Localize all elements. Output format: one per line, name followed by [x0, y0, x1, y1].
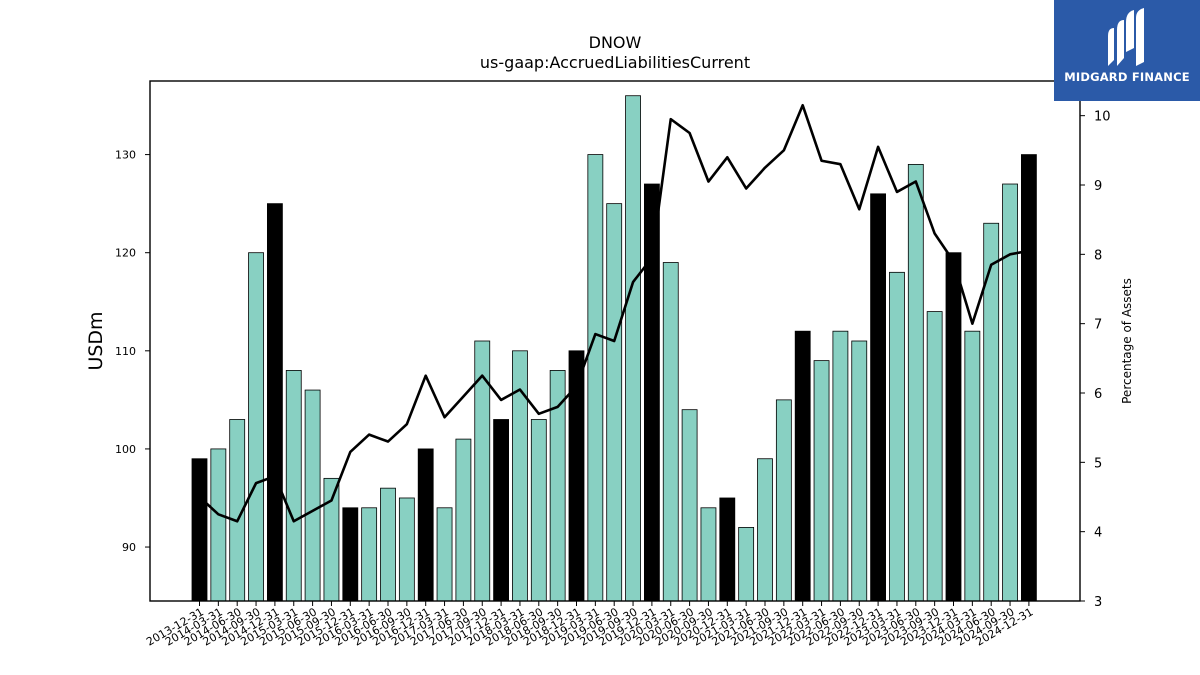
bar-2016-12-31 — [417, 448, 434, 602]
y2-tick-label-9: 9 — [1094, 179, 1102, 194]
bar-2023-06-30 — [907, 163, 924, 602]
bar-2017-06-30 — [455, 438, 472, 602]
bar-2020-03-31 — [662, 262, 679, 602]
bar-2021-03-31 — [738, 527, 755, 602]
bar-2015-03-31 — [285, 370, 302, 602]
bar-2024-03-31 — [964, 330, 981, 602]
bar-2022-12-31 — [870, 193, 886, 602]
bar-2019-06-30 — [606, 203, 623, 602]
bar-2017-03-31 — [436, 507, 453, 602]
bar-2021-09-30 — [775, 399, 792, 602]
bar-2024-12-31 — [1021, 154, 1037, 602]
plot-frame — [149, 80, 1081, 602]
line-series-percentage — [198, 103, 1030, 523]
bar-2020-12-31 — [719, 497, 736, 602]
bar-2013-12-31 — [191, 458, 208, 602]
y2-tick-label-5: 5 — [1094, 456, 1102, 471]
bar-2015-12-31 — [342, 507, 359, 602]
y-axis-label: USDm — [85, 311, 107, 370]
bar-2021-12-31 — [794, 330, 811, 602]
bar-2016-06-30 — [380, 487, 396, 602]
bar-2022-03-31 — [813, 360, 830, 602]
y-tick-label-110: 110 — [115, 345, 136, 358]
y-tick-label-90: 90 — [122, 541, 136, 554]
bar-2016-09-30 — [398, 497, 415, 602]
axes-layer: 901001101201303456789102013-12-312014-03… — [115, 80, 1111, 649]
y2-tick-label-6: 6 — [1094, 387, 1102, 402]
bar-2014-03-31 — [210, 448, 227, 602]
bar-2018-06-30 — [530, 419, 547, 602]
chart-title: DNOW — [589, 33, 642, 52]
bar-2022-06-30 — [832, 330, 849, 602]
bar-2021-06-30 — [757, 458, 773, 602]
bar-2022-09-30 — [851, 340, 868, 602]
chart-subtitle: us-gaap:AccruedLiabilitiesCurrent — [480, 53, 750, 72]
bar-2018-12-31 — [568, 350, 585, 602]
bar-2023-09-30 — [926, 311, 943, 602]
y2-tick-label-3: 3 — [1094, 595, 1102, 610]
y-tick-label-120: 120 — [115, 247, 136, 260]
bar-2019-03-31 — [587, 154, 604, 602]
bar-2019-12-31 — [644, 183, 660, 602]
bars-layer — [191, 95, 1037, 602]
y2-tick-label-4: 4 — [1094, 526, 1102, 541]
bar-2019-09-30 — [625, 95, 641, 602]
bar-2014-09-30 — [248, 252, 264, 602]
y2-axis-label: Percentage of Assets — [1120, 278, 1134, 404]
bar-2014-12-31 — [266, 203, 283, 602]
y2-tick-label-8: 8 — [1094, 248, 1102, 263]
bar-2016-03-31 — [361, 507, 378, 602]
bar-2020-06-30 — [681, 409, 698, 602]
brand-logo: MIDGARD FINANCE — [1054, 0, 1200, 101]
bar-2020-09-30 — [700, 507, 717, 602]
y2-tick-label-7: 7 — [1094, 318, 1102, 333]
bar-2015-09-30 — [323, 477, 340, 602]
y-tick-label-100: 100 — [115, 443, 136, 456]
logo-mark-icon — [1108, 8, 1144, 66]
bar-2023-03-31 — [889, 271, 905, 602]
y2-tick-label-10: 10 — [1094, 110, 1111, 125]
bar-2015-06-30 — [304, 389, 321, 602]
bar-2024-09-30 — [1002, 183, 1018, 602]
logo-text: MIDGARD FINANCE — [1064, 70, 1190, 84]
bar-2023-12-31 — [945, 252, 962, 602]
y-tick-label-130: 130 — [115, 149, 136, 162]
line-layer — [198, 103, 1030, 523]
bar-2017-12-31 — [493, 419, 510, 602]
